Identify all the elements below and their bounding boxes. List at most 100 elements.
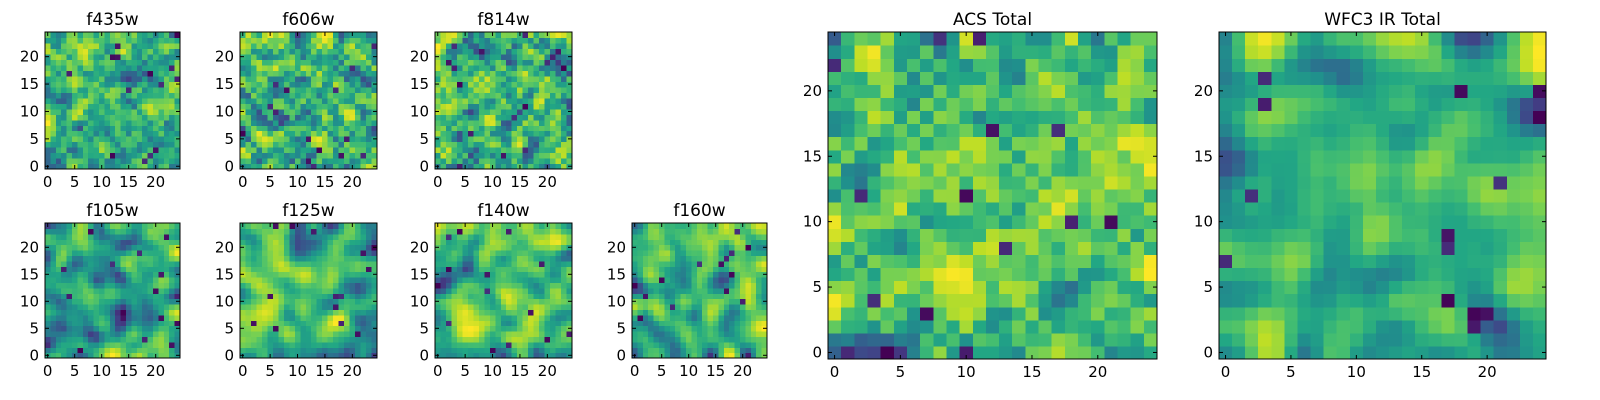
heatmap-cell — [115, 314, 122, 321]
heatmap-cell — [300, 163, 307, 170]
heatmap-cell — [489, 158, 496, 165]
heatmap-cell — [245, 119, 252, 126]
heatmap-cell — [131, 147, 138, 154]
heatmap-cell — [289, 59, 296, 66]
heatmap-cell — [316, 347, 323, 354]
heatmap-cell — [946, 215, 961, 229]
heatmap-cell — [550, 304, 557, 310]
heatmap-cell — [1078, 175, 1092, 190]
heatmap-cell — [153, 266, 159, 273]
heatmap-cell — [77, 260, 84, 267]
heatmap-cell — [484, 271, 491, 278]
heatmap-cell — [245, 81, 252, 88]
heatmap-cell — [294, 347, 301, 354]
heatmap-cell — [664, 298, 671, 305]
heatmap-cell — [473, 223, 480, 229]
heatmap-cell — [55, 92, 62, 99]
heatmap-cell — [349, 309, 356, 316]
heatmap-cell — [158, 260, 165, 267]
heatmap-cell — [511, 228, 518, 235]
heatmap-cell — [366, 97, 373, 104]
heatmap-cell — [115, 119, 122, 126]
heatmap-cell — [250, 239, 258, 246]
heatmap-cell — [120, 97, 127, 104]
heatmap-cell — [729, 309, 736, 316]
heatmap-cell — [240, 92, 247, 99]
heatmap-cell — [147, 255, 154, 262]
heatmap-cell — [66, 336, 73, 343]
heatmap-cell — [289, 53, 296, 60]
heatmap-cell — [489, 293, 496, 300]
heatmap-cell — [920, 228, 934, 242]
heatmap-cell — [305, 309, 312, 316]
heatmap-cell — [147, 320, 154, 327]
heatmap-cell — [1143, 254, 1158, 269]
heatmap-cell — [99, 228, 105, 235]
heatmap-cell — [147, 114, 154, 121]
heatmap-cell — [50, 92, 57, 99]
heatmap-cell — [305, 158, 312, 165]
heatmap-cell — [555, 53, 562, 60]
heatmap-cell — [45, 293, 51, 300]
heatmap-cell — [517, 320, 524, 327]
heatmap-cell — [473, 260, 480, 267]
heatmap-cell — [360, 233, 367, 240]
heatmap-cell — [550, 325, 557, 332]
heatmap-cell — [533, 48, 540, 55]
heatmap-cell — [544, 53, 551, 60]
heatmap-cell — [740, 266, 746, 273]
heatmap-cell — [240, 293, 247, 300]
heatmap-cell — [528, 331, 535, 337]
heatmap-cell — [467, 37, 474, 44]
y-tick-label: 20 — [20, 48, 39, 66]
heatmap-cell — [245, 309, 252, 316]
heatmap-cell — [841, 202, 855, 216]
heatmap-cell — [261, 314, 268, 321]
heatmap-cell — [158, 341, 165, 348]
heatmap-cell — [867, 332, 882, 347]
heatmap-cell — [174, 97, 181, 104]
heatmap-cell — [495, 239, 502, 246]
heatmap-cell — [267, 239, 274, 246]
heatmap-cell — [718, 352, 725, 359]
heatmap-cell — [93, 37, 100, 44]
heatmap-cell — [539, 255, 546, 262]
heatmap-cell — [478, 250, 485, 256]
heatmap-cell — [61, 59, 68, 66]
heatmap-cell — [99, 341, 105, 348]
heatmap-cell — [1104, 188, 1119, 203]
heatmap-cell — [289, 336, 296, 343]
heatmap-cell — [533, 53, 540, 60]
heatmap-cell — [906, 188, 921, 203]
heatmap-cell — [451, 32, 458, 39]
heatmap-cell — [544, 92, 551, 99]
heatmap-cell — [333, 92, 340, 99]
heatmap-cell — [561, 314, 568, 321]
heatmap-cell — [729, 325, 736, 332]
heatmap-cell — [93, 114, 100, 121]
heatmap-cell — [136, 336, 143, 343]
heatmap-cell — [500, 244, 507, 251]
heatmap-cell — [445, 75, 453, 82]
heatmap-cell — [1051, 188, 1066, 203]
heatmap-cell — [136, 125, 143, 132]
heatmap-cell — [440, 244, 447, 251]
heatmap-cell — [544, 282, 551, 289]
heatmap-cell — [50, 64, 57, 71]
heatmap-cell — [366, 255, 373, 262]
heatmap-cell — [445, 97, 453, 104]
heatmap-cell — [333, 304, 340, 310]
heatmap-cell — [316, 228, 323, 235]
heatmap-cell — [544, 130, 551, 137]
heatmap-cell — [360, 239, 367, 246]
heatmap-cell — [366, 32, 373, 39]
heatmap-cell — [311, 147, 318, 154]
heatmap-cell — [478, 260, 485, 267]
heatmap-cell — [489, 271, 496, 278]
heatmap-cell — [528, 119, 535, 126]
heatmap-cell — [1117, 175, 1132, 190]
heatmap-cell — [158, 309, 165, 316]
heatmap-cell — [147, 75, 154, 82]
heatmap-cell — [256, 37, 263, 44]
heatmap-cell — [972, 241, 987, 255]
